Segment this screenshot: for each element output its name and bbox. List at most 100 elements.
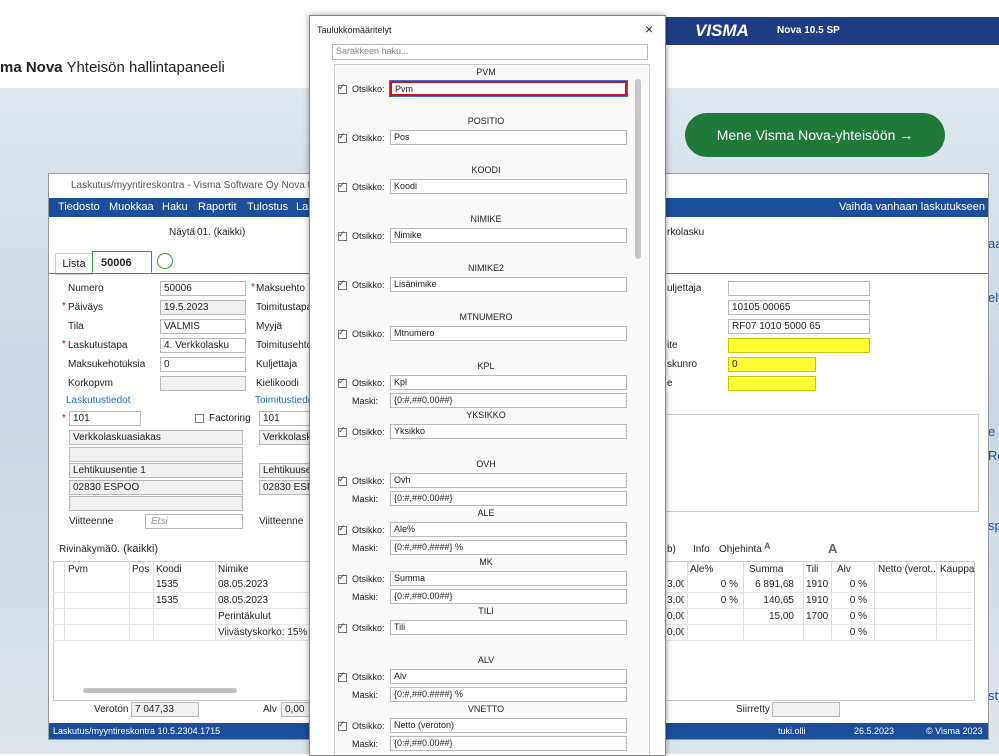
vat-value: 0,00 [281, 702, 311, 717]
edge-text: Re [988, 448, 999, 463]
title-input[interactable]: Alv [390, 669, 627, 684]
required-mark: * [62, 301, 66, 312]
mask-input[interactable]: {0:#,##0.####} % [390, 687, 627, 702]
section-header: KOODI [471, 165, 501, 175]
grid-cell: 1910 [806, 595, 829, 606]
grid-col-line [743, 561, 744, 641]
mask-input[interactable]: {0:#,##0.####} % [390, 540, 627, 555]
show-value: 01. (kaikki) [197, 227, 246, 238]
ref-label: Viitteenne [69, 516, 114, 527]
menu-item[interactable]: Tulostus [247, 201, 289, 213]
net-value: 7 047,33 [131, 702, 199, 717]
title-input[interactable]: Nimike [390, 228, 627, 243]
title-input[interactable]: Pvm [389, 80, 628, 97]
mask-input[interactable]: {0:#,##0.00##} [390, 393, 627, 408]
title-input[interactable]: Netto (veroton) [390, 718, 627, 733]
menu-item[interactable]: Haku [162, 201, 188, 213]
title-input[interactable]: Summa [390, 571, 627, 586]
customer-city: 02830 ESPOO [69, 480, 243, 495]
link[interactable]: Laskutustiedot [66, 395, 131, 406]
row-view-label: Rivinäkymä [59, 544, 111, 555]
grid-header: Nimike [218, 564, 249, 575]
title-input[interactable]: Pos [390, 130, 627, 145]
field-label: Maksukehotuksia [68, 359, 146, 370]
status-text: © Visma 2023 [926, 726, 983, 736]
title-input[interactable]: Tili [390, 620, 627, 635]
vat-label: Alv [263, 704, 277, 715]
field-label: e [667, 378, 673, 389]
title-input[interactable]: Ale% [390, 522, 627, 537]
field-input: 10105 00065 [728, 300, 870, 315]
otsikko-label: Otsikko: [352, 672, 385, 682]
menu-item[interactable]: Raportit [198, 201, 237, 213]
checkbox [338, 428, 347, 437]
grid-tool: A [764, 541, 771, 551]
grid-col-line [874, 561, 875, 641]
grid-header: Koodi [156, 564, 182, 575]
check-mark: ✓ [338, 670, 346, 680]
grid-header: Netto (verot... [878, 564, 936, 575]
grid-col-line [831, 561, 832, 641]
grid-header: Alv [837, 564, 851, 575]
menu-item[interactable]: Muokkaa [109, 201, 154, 213]
grid-cell: 1535 [156, 595, 179, 606]
edge-text: st [988, 688, 999, 703]
delivery-number: 101 [259, 411, 311, 426]
link[interactable]: Toimitustiedo [255, 395, 314, 406]
field-input [728, 338, 870, 353]
check-mark: ✓ [338, 523, 346, 533]
grid-col-line [936, 561, 937, 641]
field-input [160, 376, 246, 391]
required-mark: * [251, 282, 255, 293]
section-header: ALE [477, 508, 495, 518]
grid-header: Pos [132, 564, 150, 575]
factoring-label: Factoring [209, 413, 251, 424]
check-mark: ✓ [338, 376, 346, 386]
check-mark: ✓ [338, 278, 346, 288]
section-header: KPL [477, 361, 495, 371]
checkbox [338, 379, 347, 388]
grid-cell: 3,00 [667, 579, 684, 590]
checkbox [338, 183, 347, 192]
title-input[interactable]: Kpl [390, 375, 627, 390]
mask-input[interactable]: {0:#,##0.00##} [390, 736, 627, 751]
status-text: tuki.olli [778, 726, 806, 736]
v-scrollbar [635, 79, 641, 259]
delivery-name: Verkkolaskuas [259, 430, 311, 445]
otsikko-label: Otsikko: [352, 84, 385, 94]
customer-number: 101 [69, 411, 141, 426]
close-button[interactable]: × [645, 21, 654, 37]
grid-cell: 0,00 [667, 611, 684, 622]
title-input[interactable]: Yksikko [390, 424, 627, 439]
tab-active[interactable]: 50006 [92, 251, 152, 273]
otsikko-label: Otsikko: [352, 329, 385, 339]
grid-tool: Ohjehinta [719, 544, 762, 555]
button-label: Mene Visma Nova-yhteisöön [716, 127, 896, 143]
field-label: Kielikoodi [256, 378, 299, 389]
row-view-value: 0. (kaikki) [111, 543, 159, 555]
tab[interactable]: Lista [55, 253, 93, 275]
checkbox [338, 232, 347, 241]
title-input[interactable]: Lisänimike [390, 277, 627, 292]
field-label: Kuljettaja [256, 359, 298, 370]
mask-input[interactable]: {0:#,##0.00##} [390, 491, 627, 506]
menu-item[interactable]: Tiedosto [58, 201, 100, 213]
heading-bold: ma Nova [0, 59, 63, 76]
title-input[interactable]: Ovh [390, 473, 627, 488]
grid-col-line [153, 561, 154, 641]
check-mark: ✓ [338, 572, 346, 582]
section-header: TILI [478, 606, 494, 616]
community-button[interactable]: Mene Visma Nova-yhteisöön → [685, 113, 945, 157]
title-input[interactable]: Mtnumero [390, 326, 627, 341]
mask-label: Maski: [352, 739, 379, 749]
field-label: Tila [68, 321, 84, 332]
switch-link[interactable]: Vaihda vanhaan laskutukseen [839, 201, 985, 213]
grid-col-line [129, 561, 130, 641]
title-input[interactable]: Koodi [390, 179, 627, 194]
grid-cell: Viivästyskorko: 15% [218, 627, 308, 638]
mask-input[interactable]: {0:#,##0.00##} [390, 589, 627, 604]
customer-line [69, 496, 243, 511]
grid-header: Tili [806, 564, 819, 575]
check-mark: ✓ [338, 425, 346, 435]
grid-cell: 0,00 [667, 627, 684, 638]
